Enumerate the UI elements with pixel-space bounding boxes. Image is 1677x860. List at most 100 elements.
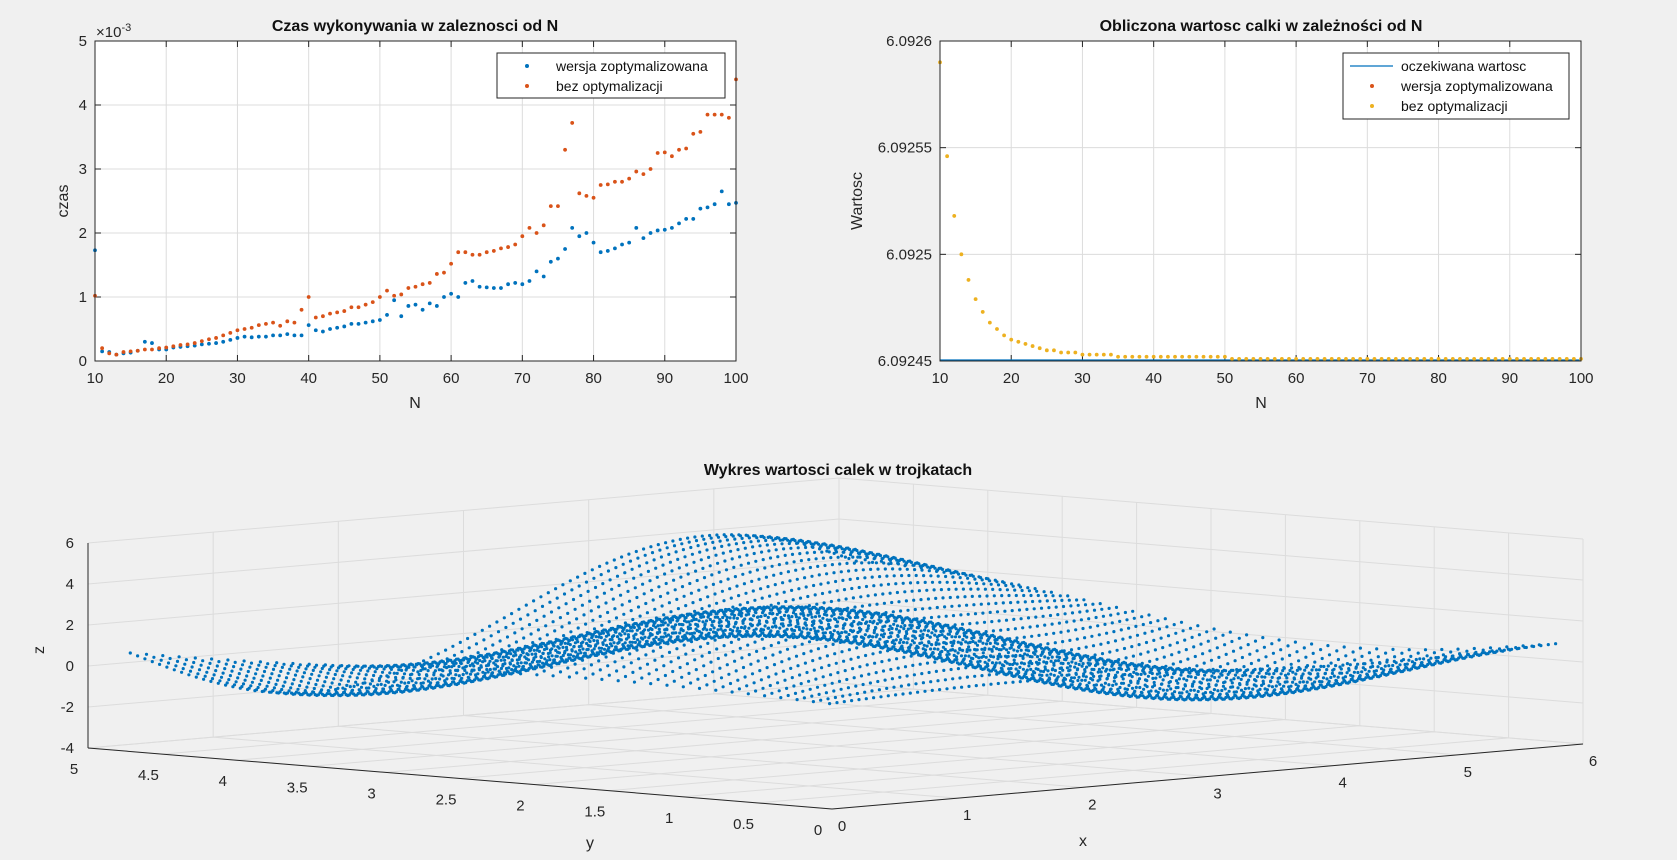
surface-point — [272, 686, 276, 690]
surface-point — [843, 669, 847, 673]
surface-point — [1232, 690, 1236, 694]
surface-point — [1019, 648, 1023, 652]
surface-point — [1385, 658, 1389, 662]
surface-point — [548, 600, 552, 604]
x-tick-label: 0 — [838, 818, 846, 835]
surface-point — [1277, 638, 1281, 642]
surface-point — [1303, 668, 1307, 672]
surface-point — [951, 677, 955, 681]
surface-point — [1231, 685, 1235, 689]
y-grid-line — [608, 520, 1361, 792]
surface-point — [1044, 632, 1048, 637]
surface-point — [497, 669, 501, 673]
surface-point — [931, 625, 935, 629]
surface-point — [672, 625, 676, 629]
surface-point — [1272, 672, 1276, 676]
surface-point — [1107, 672, 1111, 676]
surface-point — [1131, 609, 1135, 613]
surface-point — [1157, 696, 1161, 700]
surface-point — [259, 678, 263, 683]
surface-point — [661, 563, 665, 567]
surface-point — [1051, 667, 1055, 671]
surface-point — [633, 640, 638, 645]
surface-point — [252, 676, 256, 680]
surface-point — [690, 631, 694, 636]
surface-point — [1162, 655, 1166, 659]
surface-point — [882, 561, 886, 565]
surface-point — [501, 655, 505, 659]
surface-point — [730, 557, 734, 561]
surface-point — [520, 627, 524, 631]
surface-point — [785, 627, 789, 631]
surface-point — [1012, 617, 1016, 622]
surface-point — [946, 657, 951, 661]
surface-point — [1242, 671, 1246, 675]
surface-point — [395, 683, 400, 687]
surface-point — [717, 570, 721, 574]
surface-point — [888, 559, 893, 563]
surface-point — [270, 672, 274, 676]
surface-point — [801, 689, 805, 693]
surface-point — [890, 600, 894, 605]
surface-point — [217, 660, 221, 664]
surface-point — [867, 635, 871, 639]
data-point — [1222, 354, 1227, 359]
surface-point — [989, 654, 993, 659]
surface-point — [805, 670, 809, 675]
surface-point — [258, 682, 262, 686]
surface-point — [209, 679, 213, 684]
surface-point — [864, 621, 868, 626]
surface-point — [787, 616, 791, 620]
surface-point — [692, 635, 696, 639]
surface-point — [1289, 662, 1293, 666]
data-point — [1002, 333, 1006, 338]
surface-point — [757, 577, 761, 581]
surface-point — [276, 678, 280, 682]
surface-point — [1212, 697, 1216, 701]
surface-point — [794, 615, 799, 619]
surface-point — [901, 692, 905, 696]
surface-point — [226, 658, 230, 662]
surface-point — [1537, 643, 1541, 647]
surface-point — [1157, 627, 1162, 631]
surface-point — [832, 551, 836, 556]
surface-point — [547, 641, 551, 645]
surface-point — [898, 567, 902, 571]
surface-point — [745, 629, 749, 634]
surface-point — [649, 627, 653, 631]
surface-point — [1345, 662, 1349, 666]
surface-point — [999, 655, 1003, 659]
surface-point — [781, 669, 786, 673]
surface-point — [1039, 606, 1044, 610]
surface-point — [779, 571, 783, 576]
surface-point — [1156, 690, 1160, 695]
surface-point — [544, 644, 548, 648]
tick-labels: 10 20 30 40 50 60 70 80 90 1006.092456.09256.0925… — [878, 33, 1594, 387]
surface-point — [473, 660, 477, 664]
data-point — [264, 321, 268, 326]
surface-point — [993, 638, 997, 642]
surface-point — [1129, 680, 1133, 685]
surface-point — [751, 545, 755, 549]
surface-point — [1127, 673, 1131, 677]
surface-point — [592, 627, 597, 631]
surface-point — [1319, 648, 1323, 652]
surface-point — [611, 597, 615, 601]
data-point — [1408, 356, 1412, 361]
surface-point — [299, 679, 303, 683]
data-point — [563, 147, 567, 152]
surface-point — [1053, 641, 1057, 645]
surface-point — [899, 645, 903, 649]
surface-point — [492, 651, 496, 656]
surface-point — [1243, 687, 1247, 691]
surface-point — [874, 671, 878, 675]
surface-point — [297, 665, 301, 670]
surface-point — [255, 667, 259, 671]
surface-point — [407, 665, 411, 669]
surface-point — [356, 683, 360, 687]
data-point — [434, 304, 439, 308]
surface-point — [1175, 641, 1179, 645]
surface-point — [988, 610, 992, 615]
surface-point — [1063, 682, 1067, 687]
